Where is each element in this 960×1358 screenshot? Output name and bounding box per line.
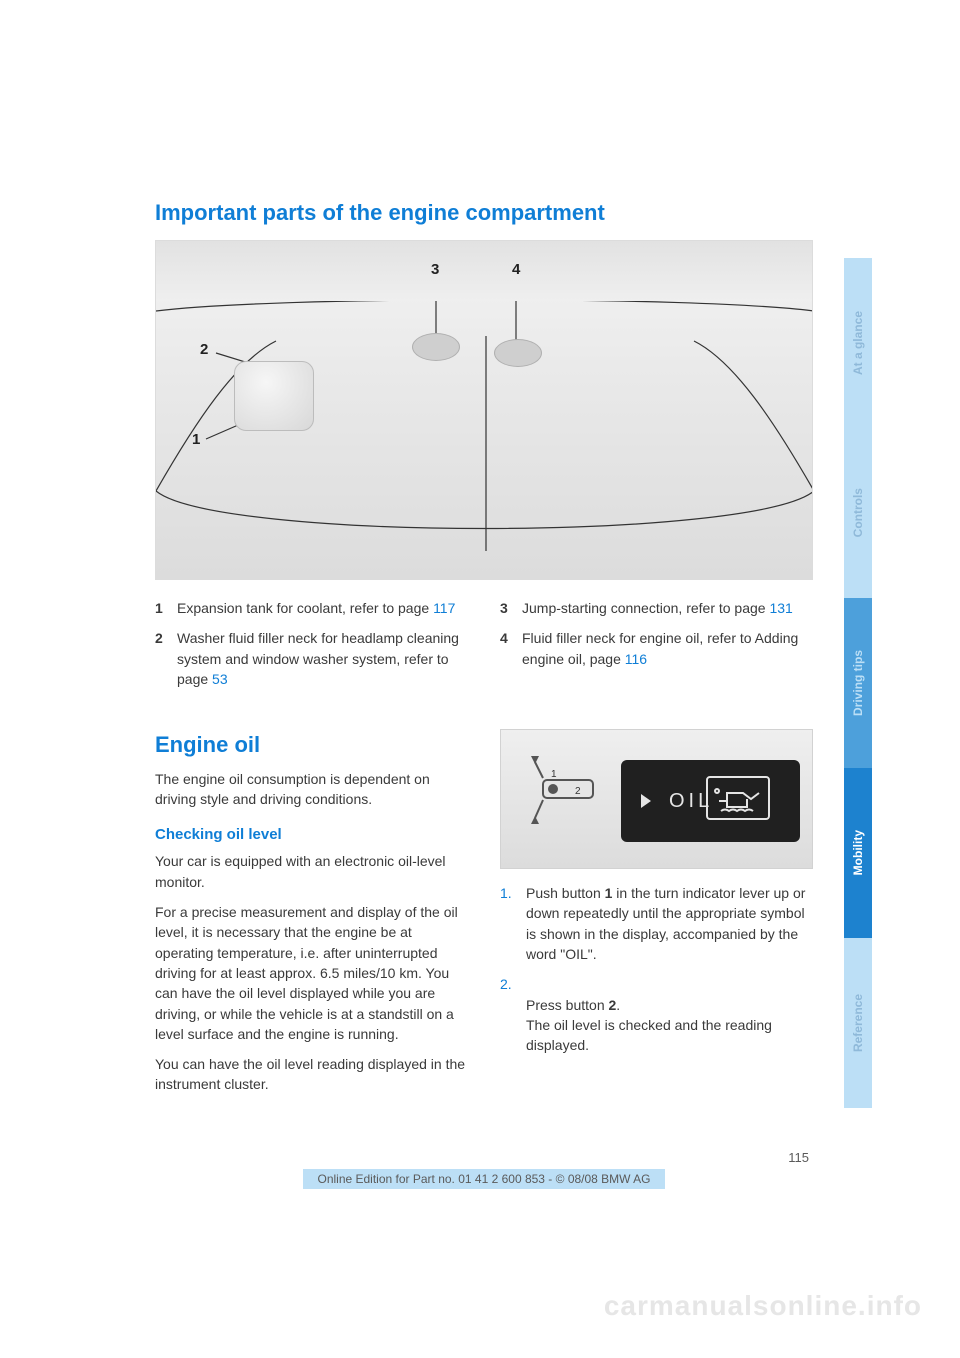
callout-4: 4 bbox=[512, 261, 520, 278]
tab-label: At a glance bbox=[851, 311, 865, 375]
step-text: Push button 1 in the turn indicator leve… bbox=[526, 883, 813, 964]
side-tabs: At a glance Controls Driving tips Mobili… bbox=[844, 258, 872, 1108]
legend-row: 1 Expansion tank for coolant, refer to p… bbox=[155, 598, 468, 618]
legend-key: 1 bbox=[155, 598, 177, 618]
legend-key: 2 bbox=[155, 628, 177, 689]
tab-mobility[interactable]: Mobility bbox=[844, 768, 872, 938]
legend-row: 3 Jump-starting connection, refer to pag… bbox=[500, 598, 813, 618]
page-link[interactable]: 116 bbox=[625, 651, 647, 667]
legend-key: 3 bbox=[500, 598, 522, 618]
legend-text-a: Jump-starting connection, refer to page bbox=[522, 600, 766, 616]
step-text-a: Push button bbox=[526, 885, 605, 901]
legend-text: Expansion tank for coolant, refer to pag… bbox=[177, 598, 468, 618]
page-link[interactable]: 131 bbox=[769, 600, 792, 616]
engine-oil-p1: Your car is equipped with an electronic … bbox=[155, 851, 468, 892]
engine-oil-p3: You can have the oil level reading displ… bbox=[155, 1054, 468, 1095]
figure-cap-3 bbox=[412, 333, 460, 361]
page-link[interactable]: 117 bbox=[433, 600, 455, 616]
tab-reference[interactable]: Reference bbox=[844, 938, 872, 1108]
tab-driving-tips[interactable]: Driving tips bbox=[844, 598, 872, 768]
engine-oil-p2: For a precise measurement and display of… bbox=[155, 902, 468, 1044]
step-text-a: Press button bbox=[526, 997, 609, 1013]
step-number: 2. bbox=[500, 974, 526, 1055]
body-columns: Engine oil The engine oil consumption is… bbox=[155, 729, 813, 1105]
legend-text-a: Fluid filler neck for engine oil, refer … bbox=[522, 630, 798, 666]
legend-col-right: 3 Jump-starting connection, refer to pag… bbox=[500, 598, 813, 699]
oil-can-icon bbox=[706, 776, 770, 820]
page-content: Important parts of the engine compartmen… bbox=[155, 200, 813, 1105]
legend-key: 4 bbox=[500, 628, 522, 669]
body-col-left: Engine oil The engine oil consumption is… bbox=[155, 729, 468, 1105]
tab-label: Controls bbox=[851, 488, 865, 537]
svg-text:2: 2 bbox=[575, 786, 581, 797]
page-number: 115 bbox=[155, 1150, 813, 1165]
legend-text: Jump-starting connection, refer to page … bbox=[522, 598, 813, 618]
body-col-right: 1 2 OIL bbox=[500, 729, 813, 1105]
legend-row: 2 Washer fluid filler neck for headlamp … bbox=[155, 628, 468, 689]
legend-row: 4 Fluid filler neck for engine oil, refe… bbox=[500, 628, 813, 669]
legend-text: Washer fluid filler neck for headlamp cl… bbox=[177, 628, 468, 689]
oil-display-panel: OIL bbox=[621, 760, 800, 842]
engine-compartment-figure: 1 2 3 4 bbox=[155, 240, 813, 580]
page-footer: 115 Online Edition for Part no. 01 41 2 … bbox=[155, 1150, 813, 1189]
page-link[interactable]: 53 bbox=[212, 671, 228, 687]
tab-label: Reference bbox=[851, 994, 865, 1052]
step-text: Press button 2. The oil level is checked… bbox=[526, 974, 813, 1055]
tab-controls[interactable]: Controls bbox=[844, 428, 872, 598]
triangle-right-icon bbox=[641, 794, 651, 808]
step-row: 2. Press button 2. The oil level is chec… bbox=[500, 974, 813, 1055]
figure-windshield bbox=[156, 241, 812, 301]
callout-1: 1 bbox=[192, 431, 200, 448]
main-heading: Important parts of the engine compartmen… bbox=[155, 200, 813, 226]
engine-oil-intro: The engine oil consumption is dependent … bbox=[155, 769, 468, 810]
tab-at-a-glance[interactable]: At a glance bbox=[844, 258, 872, 428]
turn-lever-icon: 1 2 bbox=[515, 742, 605, 852]
step-row: 1. Push button 1 in the turn indicator l… bbox=[500, 883, 813, 964]
legend: 1 Expansion tank for coolant, refer to p… bbox=[155, 598, 813, 699]
checking-oil-heading: Checking oil level bbox=[155, 824, 468, 846]
legend-text-a: Expansion tank for coolant, refer to pag… bbox=[177, 600, 429, 616]
engine-oil-heading: Engine oil bbox=[155, 729, 468, 761]
step-number: 1. bbox=[500, 883, 526, 964]
tab-label: Driving tips bbox=[851, 650, 865, 716]
legend-text: Fluid filler neck for engine oil, refer … bbox=[522, 628, 813, 669]
figure-cap-4 bbox=[494, 339, 542, 367]
tab-label: Mobility bbox=[851, 830, 865, 875]
callout-3: 3 bbox=[431, 261, 439, 278]
callout-2: 2 bbox=[200, 341, 208, 358]
legend-col-left: 1 Expansion tank for coolant, refer to p… bbox=[155, 598, 468, 699]
footer-edition-line: Online Edition for Part no. 01 41 2 600 … bbox=[303, 1169, 664, 1189]
oil-display-figure: 1 2 OIL bbox=[500, 729, 813, 869]
figure-reservoir bbox=[234, 361, 314, 431]
svg-text:1: 1 bbox=[551, 769, 557, 780]
watermark: carmanualsonline.info bbox=[604, 1290, 922, 1322]
